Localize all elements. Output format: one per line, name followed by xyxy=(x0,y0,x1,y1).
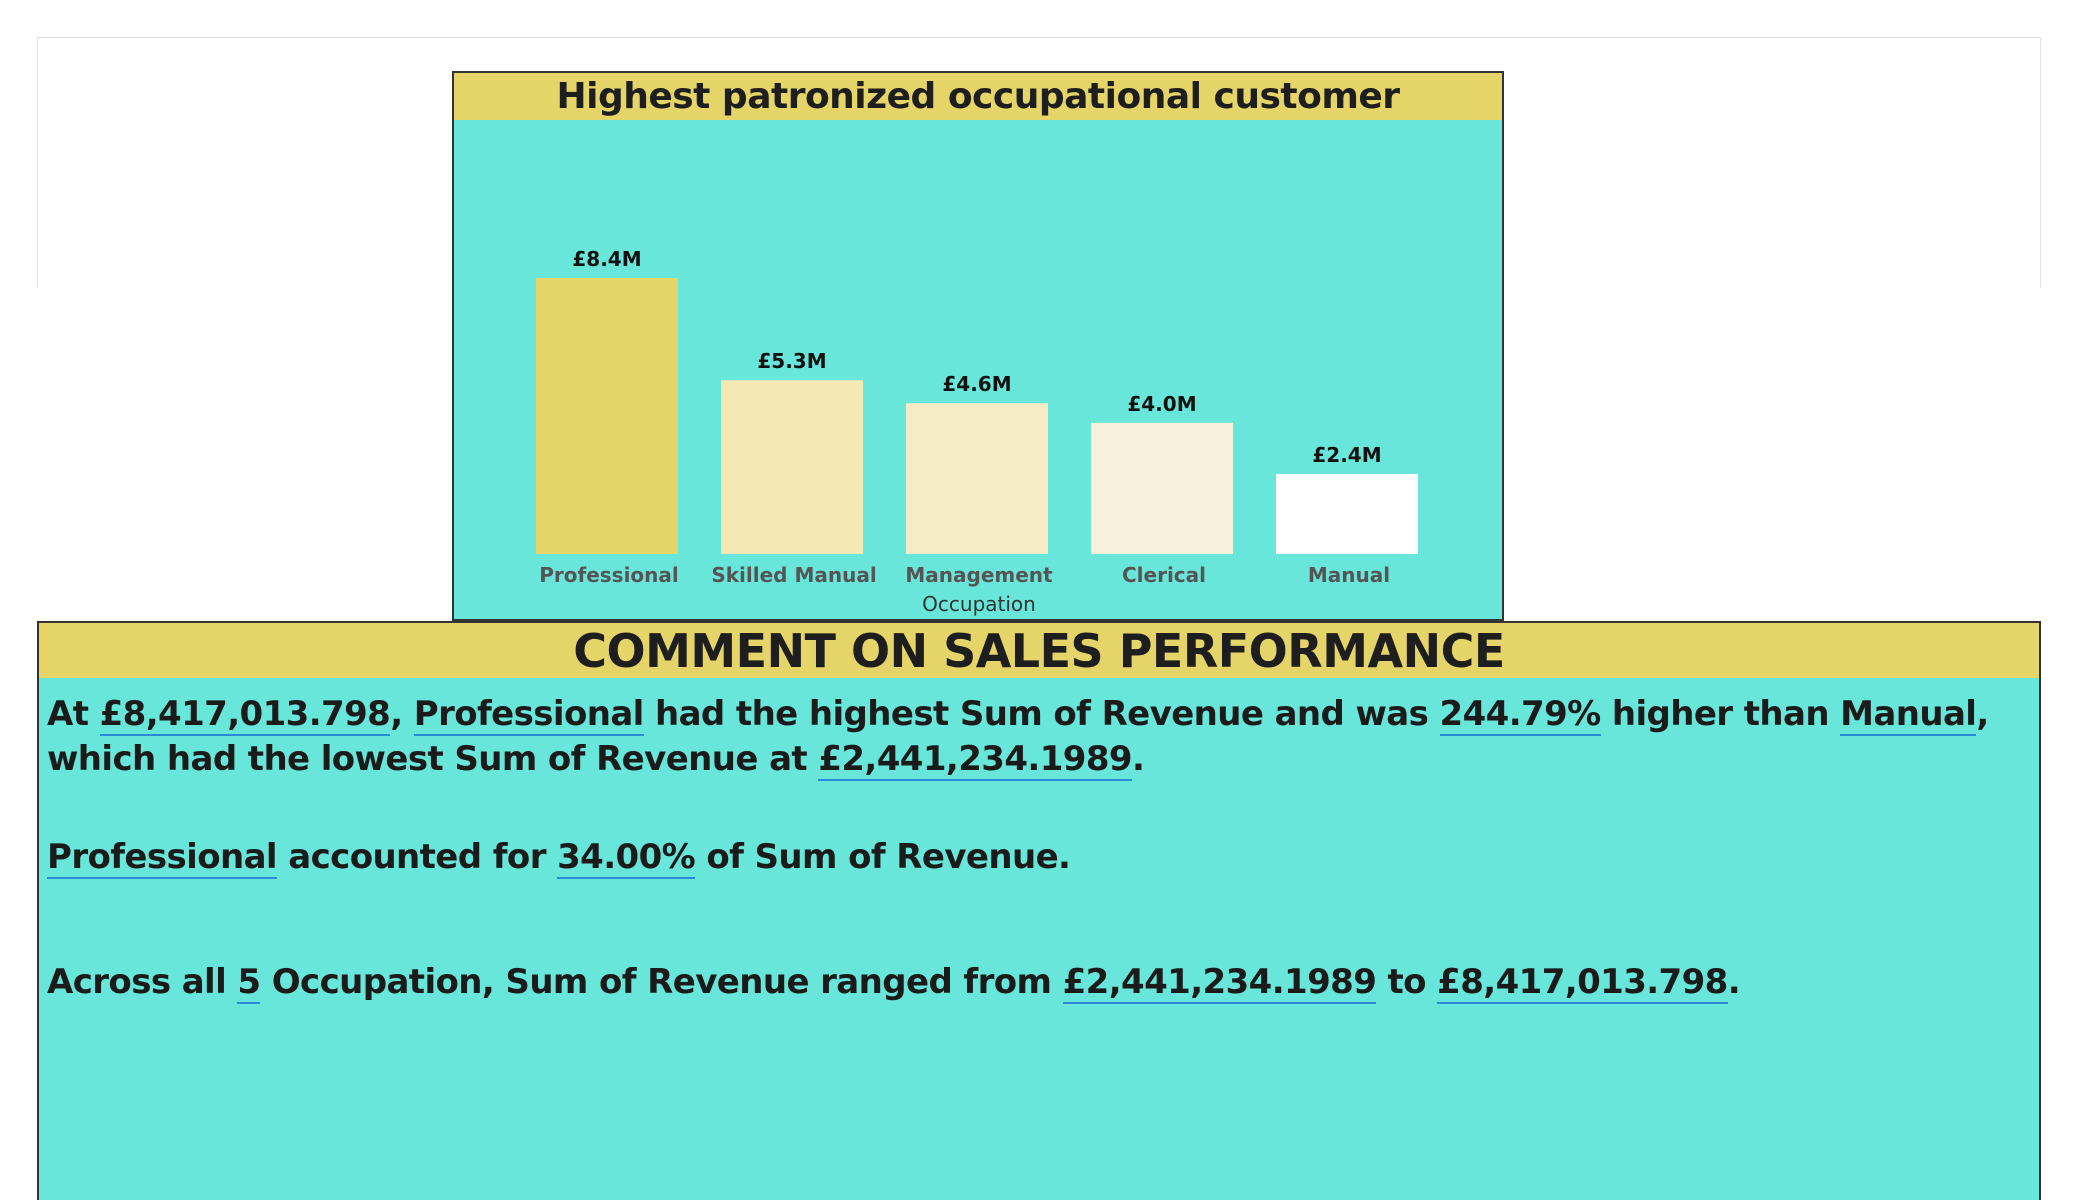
x-tick-label: Skilled Manual xyxy=(711,563,876,587)
x-tick-label: Management xyxy=(905,563,1053,587)
lowest-occupation-value[interactable]: Manual xyxy=(1840,694,1977,736)
occupation-revenue-chart[interactable]: Highest patronized occupational customer… xyxy=(452,71,1504,621)
text-run: had the highest Sum of Revenue and was xyxy=(643,694,1440,734)
text-run: to xyxy=(1376,962,1438,1002)
range-min-value[interactable]: £2,441,234.1989 xyxy=(1062,962,1377,1004)
range-max-value[interactable]: £8,417,013.798 xyxy=(1437,962,1728,1004)
text-run: of Sum of Revenue. xyxy=(695,837,1071,877)
comment-panel: COMMENT ON SALES PERFORMANCE At £8,417,0… xyxy=(37,621,2041,1200)
share-percent-value[interactable]: 34.00% xyxy=(557,837,696,879)
comment-paragraph-3: Across all 5 Occupation, Sum of Revenue … xyxy=(47,960,2031,1005)
text-run: , xyxy=(390,694,414,734)
occupation-count-value[interactable]: 5 xyxy=(237,962,261,1004)
data-label: £4.0M xyxy=(1127,392,1196,416)
highest-revenue-value[interactable]: £8,417,013.798 xyxy=(99,694,391,736)
bar-skilled-manual[interactable] xyxy=(721,380,863,554)
percent-difference-value[interactable]: 244.79% xyxy=(1439,694,1601,736)
data-label: £8.4M xyxy=(572,247,641,271)
text-run: , which had the lowest Sum of Revenue at xyxy=(47,694,1989,779)
text-run: At xyxy=(47,694,100,734)
x-tick-label: Manual xyxy=(1308,563,1390,587)
lowest-revenue-value[interactable]: £2,441,234.1989 xyxy=(818,739,1133,781)
text-run: . xyxy=(1131,739,1145,779)
comment-title: COMMENT ON SALES PERFORMANCE xyxy=(39,623,2039,678)
chart-title: Highest patronized occupational customer xyxy=(454,73,1502,120)
x-axis-title: Occupation xyxy=(922,592,1036,616)
data-label: £4.6M xyxy=(942,372,1011,396)
text-run: accounted for xyxy=(277,837,558,877)
bar-professional[interactable] xyxy=(536,278,678,554)
bar-clerical[interactable] xyxy=(1091,422,1233,554)
comment-body: At £8,417,013.798, Professional had the … xyxy=(39,678,2039,1005)
data-label: £5.3M xyxy=(757,349,826,373)
bar-manual[interactable] xyxy=(1276,473,1418,554)
text-run: . xyxy=(1727,962,1741,1002)
text-run: Across all xyxy=(47,962,238,1002)
highest-occupation-value[interactable]: Professional xyxy=(413,694,644,736)
x-tick-label: Clerical xyxy=(1122,563,1206,587)
bar-chart-plot: £8.4M Professional £5.3M Skilled Manual £4.6… xyxy=(536,247,1418,616)
comment-paragraph-1: At £8,417,013.798, Professional had the … xyxy=(47,692,2031,782)
text-run: Occupation, Sum of Revenue ranged from xyxy=(260,962,1063,1002)
top-occupation-value[interactable]: Professional xyxy=(47,837,278,879)
text-run: higher than xyxy=(1600,694,1841,734)
canvas-frame xyxy=(37,37,2041,288)
data-label: £2.4M xyxy=(1312,443,1381,467)
bar-management[interactable] xyxy=(906,403,1048,554)
comment-paragraph-2: Professional accounted for 34.00% of Sum… xyxy=(47,835,2031,880)
x-tick-label: Professional xyxy=(539,563,679,587)
